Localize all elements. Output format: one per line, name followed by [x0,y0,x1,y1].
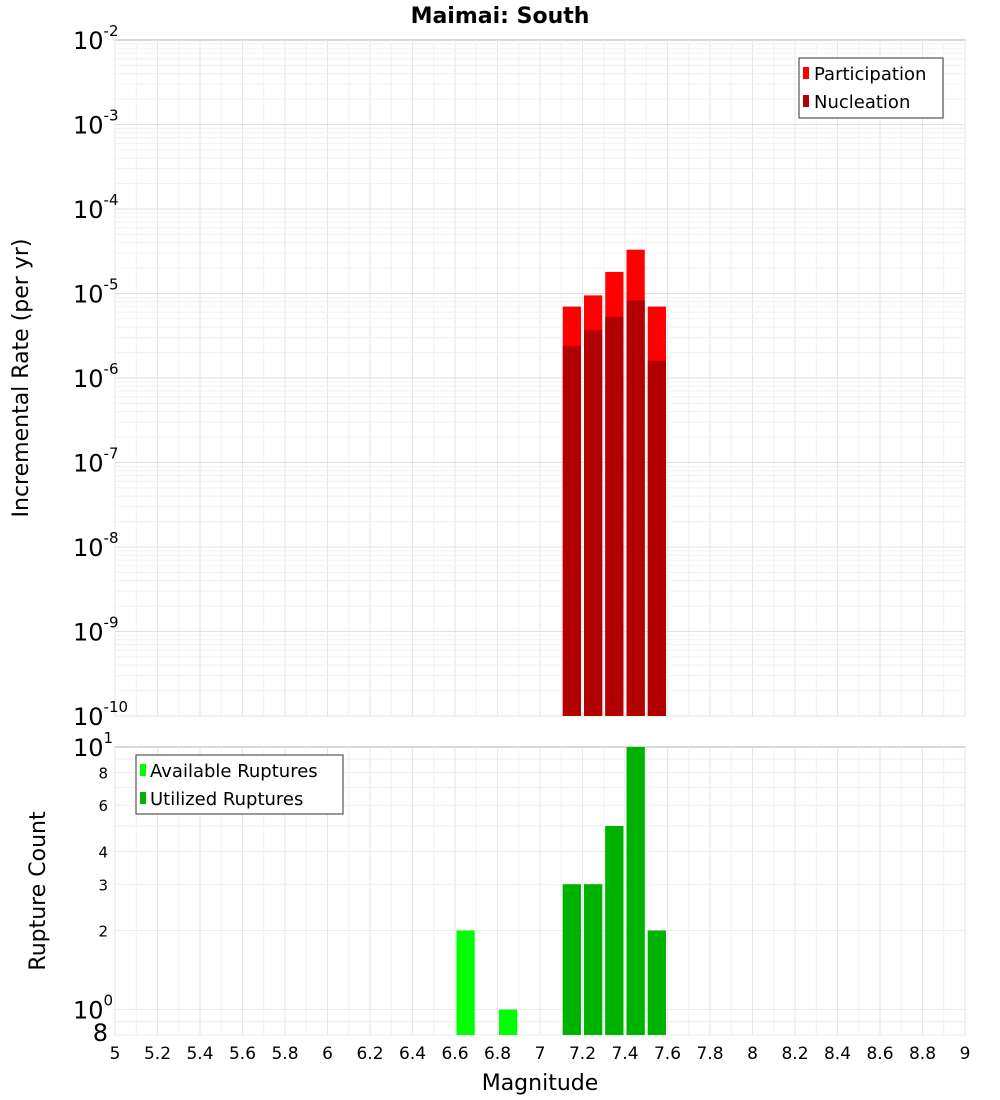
bar-available-ruptures [499,1009,518,1035]
x-tick-label: 7.4 [611,1044,638,1064]
x-tick-label: 7.6 [654,1044,681,1064]
x-tick-label: 8 [747,1044,758,1064]
top-legend: Participation Nucleation [798,57,944,119]
legend-swatch-participation [803,67,809,79]
y-tick-label: 10-8 [73,529,119,562]
y-minor-tick-label: 6 [98,797,108,815]
x-tick-label: 6.6 [441,1044,468,1064]
x-tick-label: 5.6 [229,1044,256,1064]
y-tick-label: 10-4 [73,191,119,224]
bar-nucleation [584,329,603,716]
x-tick-label: 6.4 [399,1044,426,1064]
bar-utilized-ruptures [584,884,603,1035]
y-minor-tick-label: 3 [98,876,108,894]
legend-swatch-utilized-ruptures [140,792,146,804]
y-minor-tick-label: 2 [98,923,108,941]
top-gridlines [114,40,966,717]
y-tick-label: 101 [73,729,113,762]
x-tick-label: 8.8 [909,1044,936,1064]
x-tick-label: 7.2 [569,1044,596,1064]
legend-swatch-nucleation [803,95,809,107]
x-axis-label: Magnitude [482,1071,599,1096]
top-y-ticks: 10-2 10-3 10-4 10-5 10-6 10-7 10-8 10-9 10-10 [73,22,128,731]
top-legend-box [798,57,944,119]
x-tick-label: 8.6 [866,1044,893,1064]
x-tick-label: 6 [322,1044,333,1064]
bottom-legend: Available Ruptures Utilized Ruptures [135,754,344,815]
chart-title: Maimai: South [411,4,590,29]
bar-nucleation [626,300,645,716]
bar-utilized-ruptures [647,930,666,1035]
legend-label-participation: Participation [814,64,926,85]
bar-utilized-ruptures [562,884,581,1035]
legend-label-available-ruptures: Available Ruptures [150,761,318,782]
bar-nucleation [605,316,624,716]
x-tick-label: 7 [535,1044,546,1064]
y-tick-label: 10-6 [73,360,119,393]
y-tick-label: 10-7 [73,445,119,478]
y-tick-label: 10-2 [73,22,119,55]
bottom-y-axis-label: Rupture Count [26,811,51,971]
y-minor-tick-label: 8 [93,1019,108,1047]
y-tick-label: 10-3 [73,107,119,140]
x-tick-label: 5.4 [186,1044,213,1064]
y-minor-tick-label: 8 [98,764,108,782]
y-tick-label: 100 [73,992,113,1025]
y-tick-label: 10-5 [73,276,119,309]
x-tick-label: 9 [960,1044,971,1064]
x-tick-label: 6.8 [484,1044,511,1064]
legend-label-utilized-ruptures: Utilized Ruptures [150,789,303,810]
bar-utilized-ruptures [626,747,645,1035]
x-tick-label: 7.8 [696,1044,723,1064]
x-tick-labels: 5 5.2 5.4 5.6 5.8 6 6.2 6.4 6.6 6.8 7 7.2 7.4 7.6 7.8 8… [110,1044,971,1064]
y-tick-label: 10-10 [73,698,128,731]
bar-utilized-ruptures [605,826,624,1035]
top-bars [562,249,666,716]
bar-nucleation [562,345,581,716]
bar-nucleation [647,360,666,716]
x-tick-label: 5.2 [144,1044,171,1064]
x-tick-label: 5.8 [271,1044,298,1064]
bar-available-ruptures [456,930,475,1035]
y-tick-label: 10-9 [73,614,119,647]
y-minor-tick-label: 4 [98,843,108,861]
x-tick-label: 8.4 [824,1044,851,1064]
legend-swatch-available-ruptures [140,764,146,776]
x-tick-label: 8.2 [781,1044,808,1064]
x-tick-label: 6.2 [356,1044,383,1064]
x-tick-label: 5 [110,1044,121,1064]
bottom-legend-box [135,754,344,815]
legend-label-nucleation: Nucleation [814,92,910,113]
top-y-axis-label: Incremental Rate (per yr) [9,239,34,518]
bottom-bars [456,747,666,1035]
